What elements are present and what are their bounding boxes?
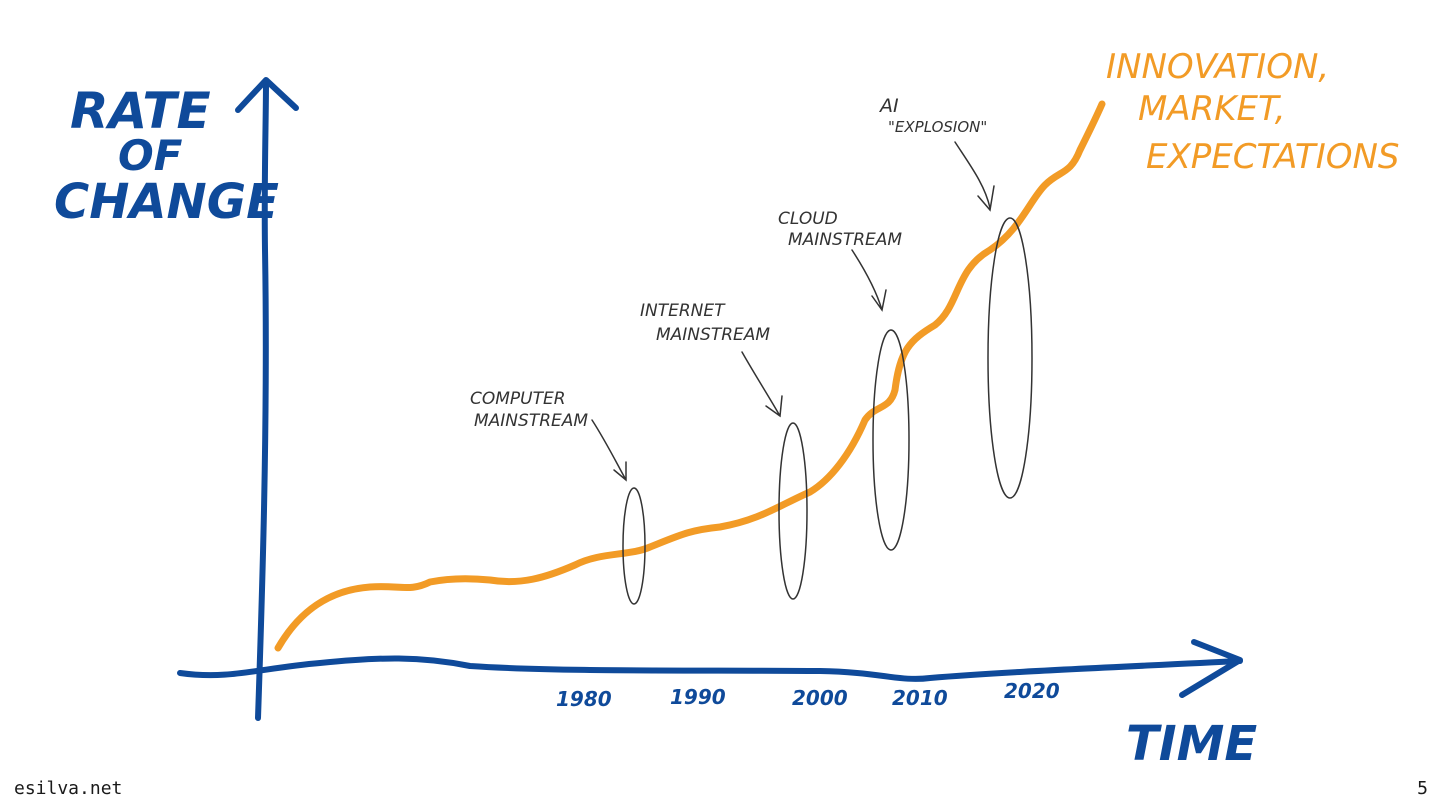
x-axis-line (177, 655, 1243, 682)
annotation-cloud-line-1: CLOUD (778, 209, 838, 229)
y-axis-label-line-3: CHANGE (54, 174, 279, 230)
x-axis-arrowhead (1179, 639, 1243, 698)
x-tick-1980: 1980 (556, 687, 612, 711)
annotation-cloud-line-2: MAINSTREAM (788, 230, 902, 250)
annotation-computer-ellipse (622, 487, 646, 605)
x-axis-label: TIME (1126, 716, 1257, 772)
annotation-ai-line-2: "EXPLOSION" (888, 118, 987, 136)
annotation-internet-line-1: INTERNET (640, 301, 726, 321)
annotation-internet-line-2: MAINSTREAM (656, 325, 770, 345)
annotation-internet-arrow (741, 351, 783, 418)
y-axis-line (255, 79, 269, 721)
footer-site: esilva.net (14, 778, 123, 799)
annotation-cloud-arrow (851, 249, 887, 312)
annotation-ai-line-1: AI (878, 95, 899, 117)
x-tick-2010: 2010 (892, 686, 948, 710)
x-tick-2020: 2020 (1004, 679, 1060, 703)
x-tick-2000: 2000 (792, 686, 848, 710)
x-tick-1990: 1990 (670, 685, 726, 709)
annotation-ai-arrow (954, 141, 995, 212)
annotation-ai-ellipse (987, 217, 1033, 499)
y-axis-label-line-2: OF (118, 131, 183, 180)
annotation-computer-line-2: MAINSTREAM (474, 411, 588, 431)
growth-curve (274, 100, 1106, 652)
curve-label-line-1: INNOVATION, (1106, 47, 1329, 87)
annotation-computer-line-1: COMPUTER (470, 389, 566, 409)
footer-page-number: 5 (1417, 778, 1428, 799)
curve-label-line-3: EXPECTATIONS (1146, 137, 1400, 177)
annotation-computer-arrow (591, 419, 627, 482)
curve-label-line-2: MARKET, (1138, 89, 1286, 129)
y-axis-label-line-1: RATE (70, 82, 211, 140)
annotation-internet-ellipse (778, 422, 808, 600)
annotation-cloud-ellipse (872, 329, 910, 551)
y-axis-arrowhead (235, 77, 299, 113)
